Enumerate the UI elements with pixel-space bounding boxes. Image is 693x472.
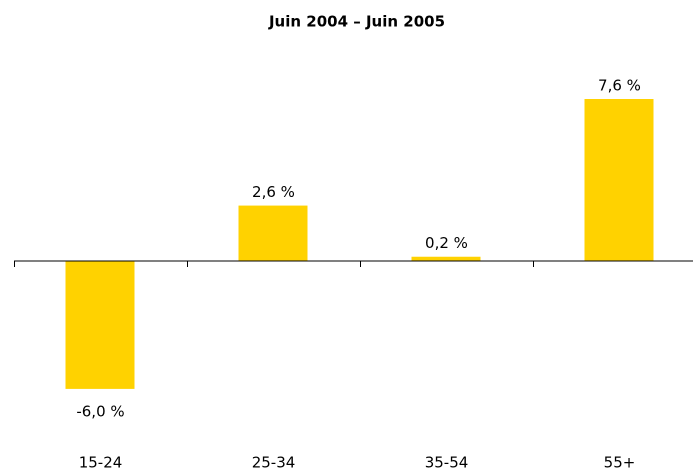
- bar: [238, 205, 308, 261]
- value-label: 0,2 %: [425, 234, 468, 252]
- value-label: -6,0 %: [76, 402, 124, 420]
- chart-title: Juin 2004 – Juin 2005: [268, 13, 445, 31]
- value-label: 2,6 %: [252, 183, 295, 201]
- bar: [65, 261, 135, 389]
- bar: [584, 99, 654, 261]
- bar: [411, 256, 481, 261]
- x-tick-label: 55+: [604, 454, 636, 472]
- value-label: 7,6 %: [598, 77, 641, 95]
- x-tick-label: 15-24: [79, 454, 123, 472]
- x-tick-label: 35-54: [425, 454, 469, 472]
- x-tick-label: 25-34: [252, 454, 296, 472]
